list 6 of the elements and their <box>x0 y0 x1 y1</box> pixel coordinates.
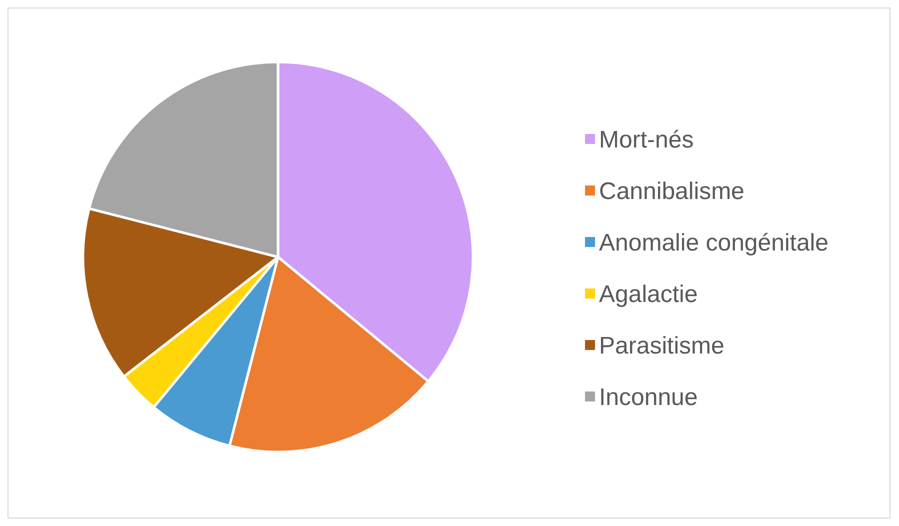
legend-label: Inconnue <box>599 384 698 411</box>
legend-label: Anomalie congénitale <box>599 229 828 256</box>
legend-label: Mort-nés <box>599 126 694 154</box>
legend-label: Cannibalisme <box>599 178 744 205</box>
legend-label: Agalactie <box>599 280 698 308</box>
legend-label: Parasitisme <box>599 332 724 360</box>
